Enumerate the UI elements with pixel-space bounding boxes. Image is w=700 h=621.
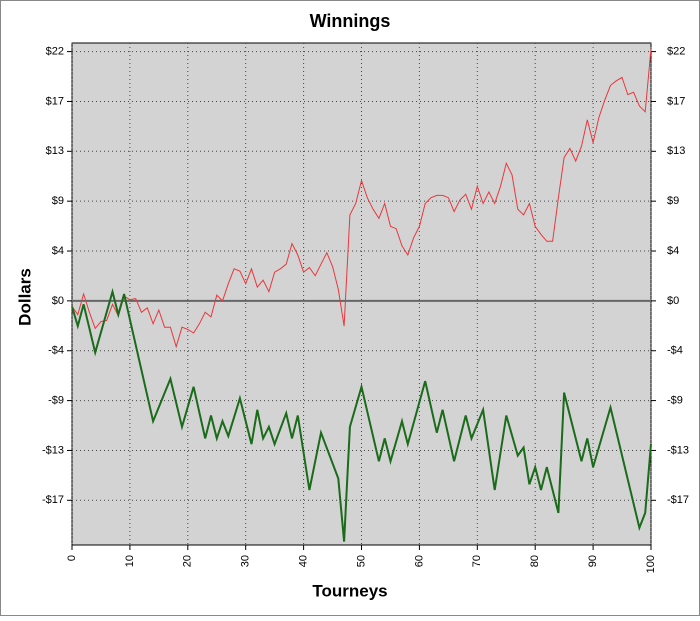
y-tick-label: -$13 <box>42 444 64 456</box>
y2-tick-label: $9 <box>667 195 679 207</box>
y-tick-label: $0 <box>52 295 64 307</box>
x-tick-label: 60 <box>413 555 425 567</box>
y2-tick-label: -$17 <box>667 494 689 506</box>
y-axis-title: Dollars <box>15 268 34 326</box>
series-line <box>71 287 652 542</box>
y2-tick-label: -$9 <box>667 394 683 406</box>
y-tick-label: $4 <box>52 245 64 257</box>
y2-tick-label: -$13 <box>667 444 689 456</box>
y-tick-label: $13 <box>46 145 64 157</box>
plot-area <box>71 42 652 546</box>
x-axis-title: Tourneys <box>312 581 387 600</box>
y-tick-label: -$9 <box>48 394 64 406</box>
y-tick-label: $17 <box>46 95 64 107</box>
x-tick-label: 30 <box>240 555 252 567</box>
x-tick-label: 20 <box>182 555 194 567</box>
x-tick-label: 70 <box>471 555 483 567</box>
series-line <box>71 48 652 349</box>
x-tick-label: 0 <box>66 555 78 561</box>
plot-layer: $22 $22 $17 $17 $13 $13 $9 $9 $4 $4 $0 $0 -$4 -$4 -$9 -… <box>42 43 689 573</box>
y2-tick-label: $13 <box>667 145 685 157</box>
y2-tick-label: $17 <box>667 95 685 107</box>
y2-tick-label: $22 <box>667 46 685 58</box>
y-tick-label: $9 <box>52 195 64 207</box>
y2-tick-label: $4 <box>667 245 679 257</box>
x-tick-label: 50 <box>355 555 367 567</box>
x-tick-label: 80 <box>529 555 541 567</box>
y-tick-label: $22 <box>46 46 64 58</box>
y-tick-label: -$4 <box>48 345 64 357</box>
chart-title: Winnings <box>310 11 391 31</box>
x-tick-label: 40 <box>298 555 310 567</box>
x-tick-label: 90 <box>587 555 599 567</box>
x-tick-label: 100 <box>645 555 657 573</box>
y-tick-label: -$17 <box>42 494 64 506</box>
y2-tick-label: -$4 <box>667 345 683 357</box>
y2-tick-label: $0 <box>667 295 679 307</box>
x-tick-label: 10 <box>124 555 136 567</box>
